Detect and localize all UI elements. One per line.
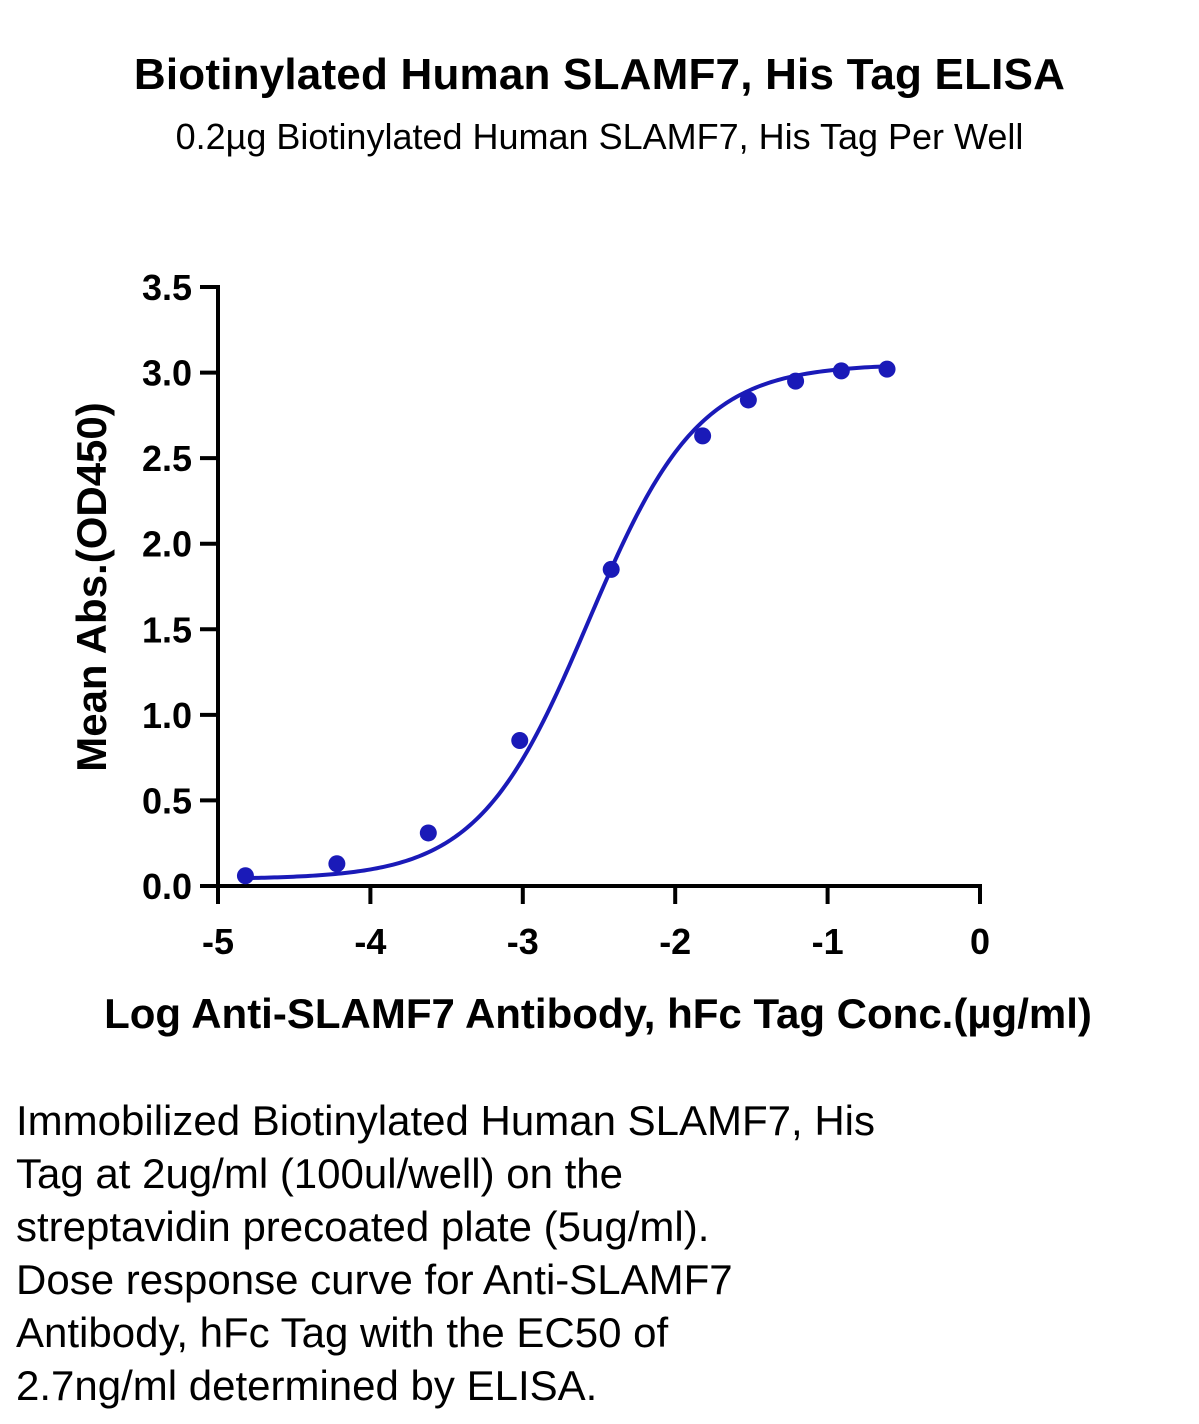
chart-axes: -5 -4 -3 -2 -1 0 0.0 0.5 1.0 1.5 2.0 2.5 3.0 3.5: [142, 267, 990, 962]
x-tick-label: -3: [507, 921, 539, 962]
y-axis-label: Mean Abs.(OD450): [68, 402, 115, 772]
caption-line: Dose response curve for Anti-SLAMF7: [16, 1256, 733, 1303]
x-tick-label: 0: [970, 921, 990, 962]
x-tick-label: -5: [202, 921, 234, 962]
data-point: [328, 855, 346, 873]
data-point: [236, 867, 254, 885]
data-point: [694, 427, 712, 445]
caption-line: 2.7ng/ml determined by ELISA.: [16, 1362, 598, 1409]
caption-line: Tag at 2ug/ml (100ul/well) on the: [16, 1150, 624, 1197]
caption-line: Immobilized Biotinylated Human SLAMF7, H…: [16, 1097, 875, 1144]
data-points: [236, 360, 896, 885]
caption-line: streptavidin precoated plate (5ug/ml).: [16, 1203, 710, 1250]
data-point: [602, 560, 620, 578]
y-tick-label: 3.5: [142, 267, 192, 308]
caption-line: Antibody, hFc Tag with the EC50 of: [16, 1309, 669, 1356]
data-point: [787, 372, 805, 390]
y-tick-label: 1.5: [142, 609, 192, 650]
chart-subtitle: 0.2µg Biotinylated Human SLAMF7, His Tag…: [175, 116, 1024, 157]
x-axis-label: Log Anti-SLAMF7 Antibody, hFc Tag Conc.(…: [104, 990, 1092, 1037]
x-tick-label: -2: [659, 921, 691, 962]
x-tick-label: -4: [354, 921, 386, 962]
data-point: [878, 360, 896, 378]
y-tick-label: 2.0: [142, 524, 192, 565]
data-point: [739, 391, 757, 409]
elisa-chart: -5 -4 -3 -2 -1 0 0.0 0.5 1.0 1.5 2.0 2.5 3.0 3.5 Mean…: [68, 267, 1092, 1037]
data-point: [419, 824, 437, 842]
data-point: [832, 362, 850, 380]
data-point: [511, 732, 529, 750]
fit-curve: [245, 364, 888, 881]
chart-title: Biotinylated Human SLAMF7, His Tag ELISA: [133, 50, 1066, 99]
x-tick-label: -1: [812, 921, 844, 962]
y-tick-label: 0.0: [142, 866, 192, 907]
y-tick-label: 2.5: [142, 438, 192, 479]
y-tick-label: 0.5: [142, 780, 192, 821]
figure-caption: Immobilized Biotinylated Human SLAMF7, H…: [16, 1094, 1076, 1412]
y-tick-label: 3.0: [142, 353, 192, 394]
y-tick-label: 1.0: [142, 695, 192, 736]
